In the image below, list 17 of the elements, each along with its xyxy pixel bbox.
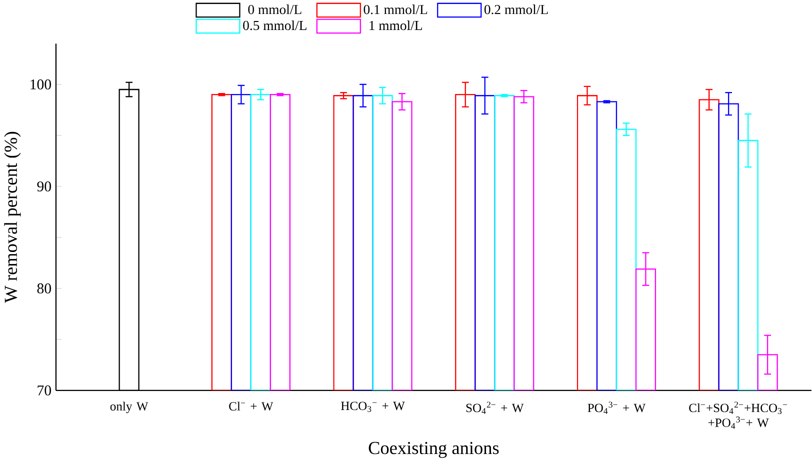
y-tick-label: 90: [37, 181, 51, 192]
x-tick-label: Cl$^{−}$ + W: [229, 402, 274, 411]
legend-label: 0.2 mmol/L: [484, 4, 548, 14]
y-tick-label: 80: [37, 283, 51, 294]
x-axis-title: Coexisting anions: [368, 442, 499, 458]
y-axis-title: W removal percent (%): [4, 132, 21, 303]
legend-label: 0.1 mmol/L: [364, 4, 428, 14]
x-tick-label: HCO$_{3}$$^{−}$ + W: [341, 402, 405, 412]
category-label: Cl$^{−}$+SO$_{4}$$^{2−}$+HCO$_{3}$− +PO$_{4}$$^{3−}$+ W: [689, 402, 788, 429]
x-tick-label: SO$_{4}$$^{2−}$ + W: [466, 402, 524, 414]
x-tick-label: only W: [110, 402, 148, 414]
legend-label: 0.5 mmol/L: [243, 20, 306, 30]
y-tick-label: 70: [38, 385, 51, 396]
y-tick-label: 100: [30, 79, 51, 90]
legend-label: 0 mmol/L: [248, 4, 302, 14]
x-tick-label: PO$_{4}$$^{3−}$ + W: [588, 402, 646, 414]
legend-label: 1 mmol/L: [370, 20, 422, 30]
